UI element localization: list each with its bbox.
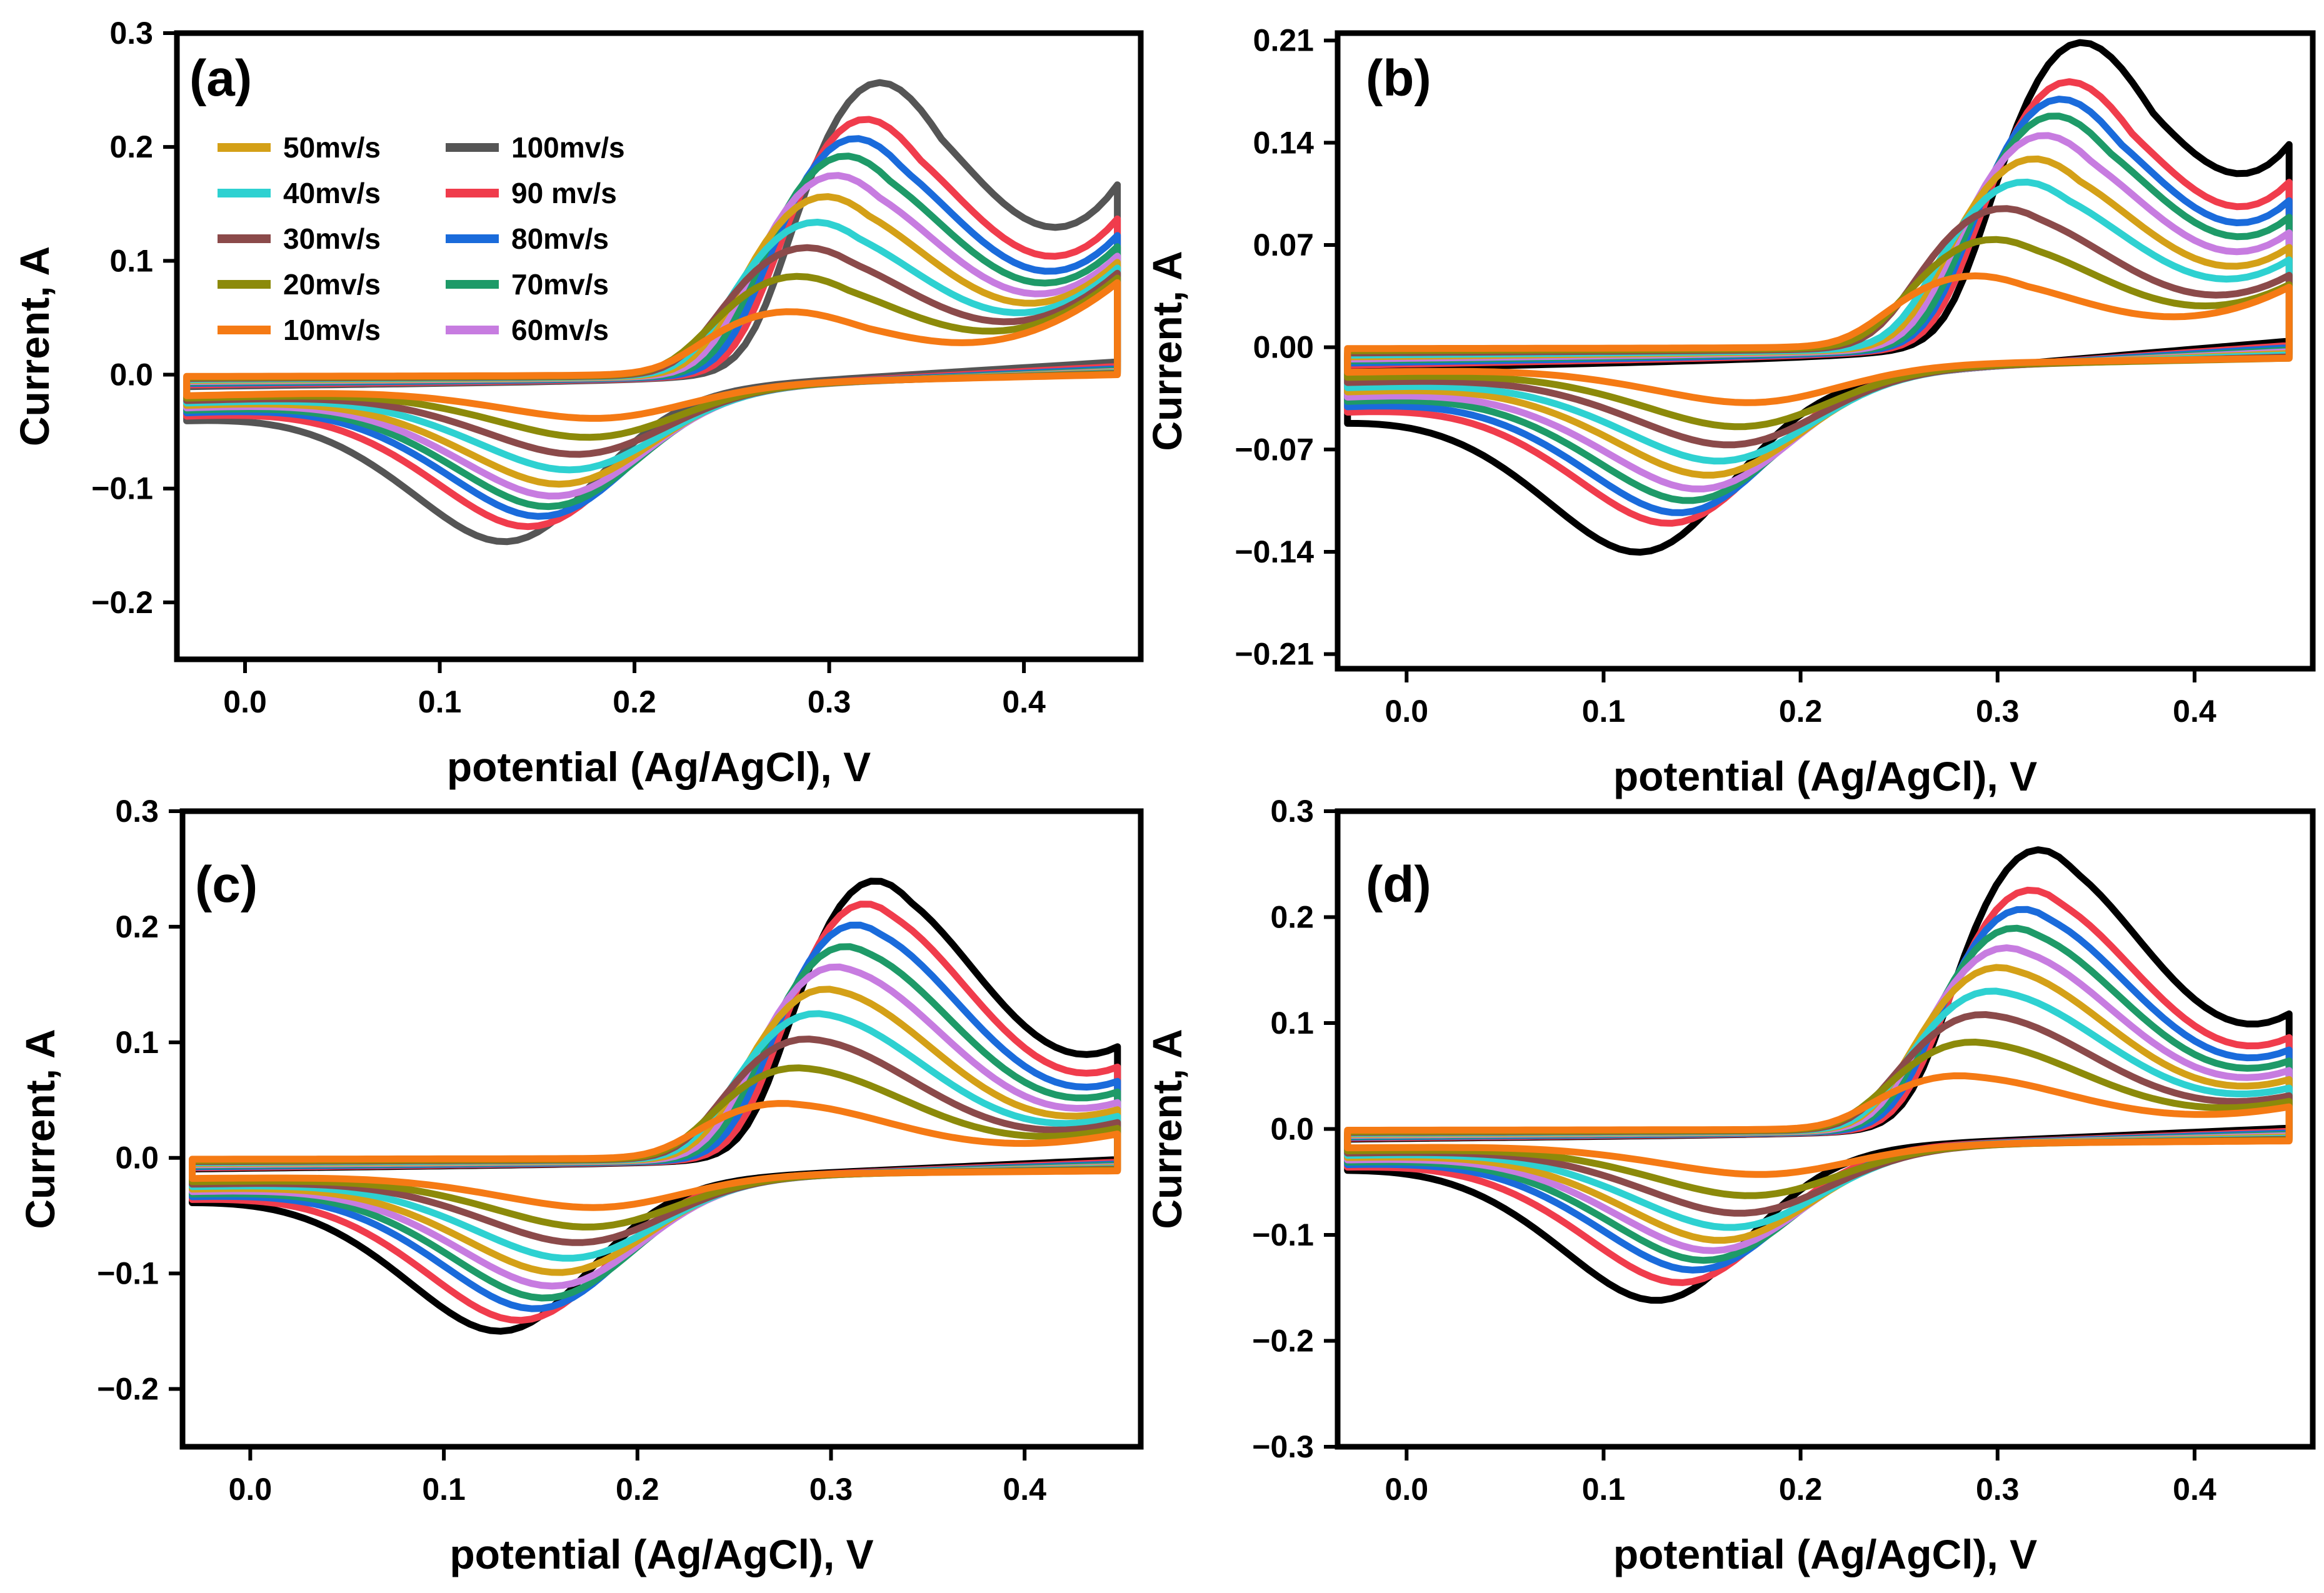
series-group <box>1344 846 2293 1304</box>
y-tick-label: 0.0 <box>109 357 153 392</box>
series-line-100mv/s <box>189 877 1121 1335</box>
x-tick-label: 0.2 <box>613 684 656 719</box>
y-tick-label: 0.2 <box>109 129 153 164</box>
y-tick-label: −0.2 <box>1252 1324 1314 1359</box>
y-tick-label: 0.00 <box>1253 330 1314 365</box>
series-group <box>183 79 1121 546</box>
y-tick-label: −0.1 <box>1252 1217 1314 1252</box>
x-tick-label: 0.1 <box>422 1472 466 1507</box>
series-line-100mv/s <box>1344 846 2293 1304</box>
x-tick-label: 0.0 <box>1385 1472 1429 1507</box>
x-tick-label: 0.0 <box>223 684 267 719</box>
y-tick-label: 0.0 <box>115 1141 159 1176</box>
y-tick-label: −0.2 <box>91 585 153 620</box>
x-axis-label: potential (Ag/AgCl), V <box>447 744 871 790</box>
legend-label: 100mv/s <box>511 131 625 164</box>
legend-label: 40mv/s <box>283 177 381 209</box>
y-tick-label: −0.14 <box>1235 534 1314 569</box>
y-axis-label: Current, A <box>11 246 58 446</box>
y-tick-label: −0.2 <box>97 1372 159 1407</box>
y-tick-label: 0.1 <box>115 1025 159 1060</box>
panel-b: 0.0 0.1 0.2 0.3 0.4 −0.21 −0.14 −0.07 0.00 0.07 0.… <box>1144 23 2316 799</box>
panel-d: 0.0 0.1 0.2 0.3 0.4 −0.3 −0.2 −0.1 0.0 0.1 0.2 0.3 p… <box>1144 794 2316 1577</box>
legend-label: 30mv/s <box>283 222 381 255</box>
y-tick-label: 0.2 <box>1270 900 1314 935</box>
panel-c: 0.0 0.1 0.2 0.3 0.4 −0.2 −0.1 0.0 0.1 0.2 0.3 poten… <box>17 794 1144 1577</box>
legend-label: 70mv/s <box>511 268 609 301</box>
y-tick-label: 0.21 <box>1253 23 1314 58</box>
y-tick-label: 0.0 <box>1270 1112 1314 1147</box>
x-tick-label: 0.1 <box>1582 694 1626 729</box>
series-line-10mv/s <box>183 279 1121 422</box>
x-tick-label: 0.2 <box>1779 694 1823 729</box>
legend-label: 90 mv/s <box>511 177 617 209</box>
series-line-80mv/s <box>1344 96 2293 516</box>
series-line-10mv/s <box>1344 272 2293 406</box>
x-axis-label: potential (Ag/AgCl), V <box>1613 753 2037 799</box>
legend-label: 80mv/s <box>511 222 609 255</box>
x-tick-label: 0.4 <box>2173 694 2216 729</box>
y-tick-label: 0.1 <box>1270 1006 1314 1041</box>
y-tick-label: −0.21 <box>1235 637 1314 672</box>
x-tick-label: 0.0 <box>229 1472 273 1507</box>
x-tick-label: 0.4 <box>2173 1472 2216 1507</box>
x-axis-label: potential (Ag/AgCl), V <box>449 1531 873 1577</box>
y-axis-label: Current, A <box>1144 1029 1190 1229</box>
plot-frame <box>174 30 1144 662</box>
series-line-80mv/s <box>1344 906 2293 1274</box>
panel-label: (d) <box>1366 856 1431 913</box>
series-line-10mv/s <box>189 1100 1121 1211</box>
legend-label: 60mv/s <box>511 314 609 346</box>
y-tick-label: 0.3 <box>109 16 153 51</box>
x-tick-label: 0.1 <box>418 684 462 719</box>
plot-frame <box>1335 30 2316 672</box>
y-tick-label: −0.1 <box>91 471 153 506</box>
series-line-10mv/s <box>1344 1072 2293 1178</box>
series-group <box>189 877 1121 1335</box>
x-tick-label: 0.2 <box>616 1472 659 1507</box>
x-tick-label: 0.4 <box>1002 684 1046 719</box>
x-tick-label: 0.3 <box>1976 1472 2020 1507</box>
legend-label: 50mv/s <box>283 131 381 164</box>
panel-label: (c) <box>195 856 258 913</box>
x-axis-label: potential (Ag/AgCl), V <box>1613 1531 2037 1577</box>
series-group <box>1344 39 2293 556</box>
y-tick-label: −0.07 <box>1235 432 1314 467</box>
legend: 50mv/s 40mv/s 30mv/s 20mv/s 10mv/s 100mv/s 90 … <box>218 131 625 346</box>
x-tick-label: 0.3 <box>809 1472 853 1507</box>
y-tick-label: 0.1 <box>109 243 153 278</box>
x-tick-label: 0.2 <box>1779 1472 1823 1507</box>
plot-frame <box>179 808 1144 1450</box>
y-tick-label: −0.1 <box>97 1256 159 1291</box>
y-tick-label: 0.3 <box>115 794 159 829</box>
x-tick-label: 0.3 <box>1976 694 2020 729</box>
x-tick-label: 0.3 <box>808 684 851 719</box>
y-tick-label: 0.07 <box>1253 227 1314 262</box>
legend-label: 10mv/s <box>283 314 381 346</box>
y-tick-label: 0.14 <box>1253 125 1315 160</box>
panel-label: (b) <box>1366 50 1431 107</box>
x-tick-label: 0.4 <box>1003 1472 1046 1507</box>
y-axis-label: Current, A <box>17 1029 63 1229</box>
panel-a: 0.0 0.1 0.2 0.3 0.4 −0.2 −0.1 0.0 0.1 0.2 0.3 poten… <box>11 16 1144 790</box>
x-tick-label: 0.0 <box>1385 694 1429 729</box>
series-line-70mv/s <box>1344 112 2293 504</box>
panel-label: (a) <box>189 50 252 107</box>
x-tick-label: 0.1 <box>1582 1472 1626 1507</box>
y-tick-label: 0.3 <box>1270 794 1314 829</box>
y-tick-label: −0.3 <box>1252 1429 1314 1464</box>
y-tick-label: 0.2 <box>115 909 159 944</box>
legend-label: 20mv/s <box>283 268 381 301</box>
y-axis-label: Current, A <box>1144 251 1190 451</box>
